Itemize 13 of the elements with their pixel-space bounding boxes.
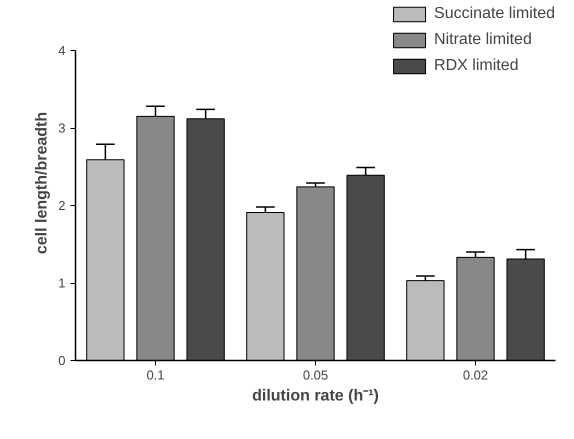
x-tick-label: 0.1 (146, 368, 165, 382)
x-tick-label: 0.02 (462, 368, 488, 382)
y-tick-label: 2 (58, 198, 66, 213)
legend-label: Nitrate limited (434, 31, 532, 49)
y-tick-label: 0 (58, 353, 66, 368)
legend-label: RDX limited (434, 57, 519, 75)
y-axis-title: cell length/breadth (33, 112, 50, 254)
legend-label: Succinate limited (434, 5, 555, 23)
x-axis-title: dilution rate (h⁻¹) (252, 388, 379, 404)
y-tick-label: 4 (58, 43, 66, 58)
y-tick-label: 3 (58, 120, 66, 136)
y-tick-label: 1 (58, 276, 66, 290)
x-tick-label: 0.05 (302, 368, 328, 382)
